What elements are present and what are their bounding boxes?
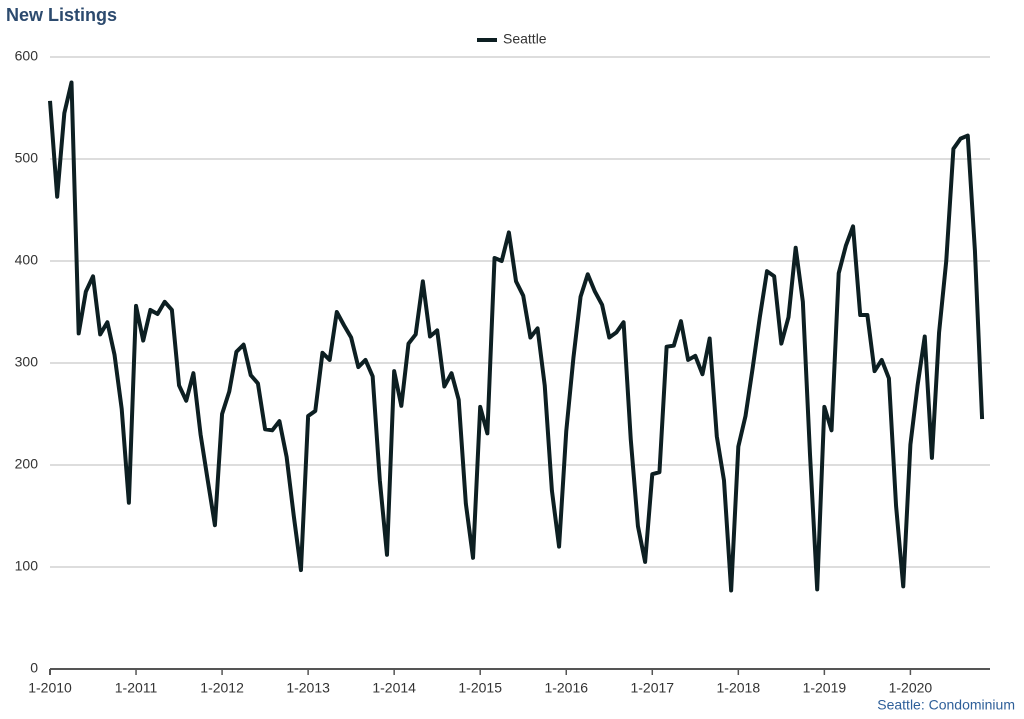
y-tick-label: 100 — [15, 558, 39, 574]
x-tick-label: 1-2012 — [200, 680, 244, 696]
y-tick-label: 0 — [30, 660, 38, 676]
y-tick-label: 300 — [15, 354, 39, 370]
series-line — [48, 80, 985, 593]
x-tick-label: 1-2014 — [372, 680, 416, 696]
x-tick-label: 1-2011 — [115, 680, 158, 696]
x-tick-label: 1-2019 — [803, 680, 847, 696]
y-tick-label: 600 — [15, 48, 39, 64]
x-tick-label: 1-2015 — [458, 680, 502, 696]
chart-title: New Listings — [6, 5, 117, 25]
y-tick-label: 400 — [15, 252, 39, 268]
x-tick-label: 1-2020 — [889, 680, 933, 696]
x-tick-label: 1-2017 — [630, 680, 674, 696]
x-tick-label: 1-2013 — [286, 680, 330, 696]
x-tick-label: 1-2018 — [717, 680, 761, 696]
legend-label: Seattle — [503, 31, 547, 47]
x-tick-label: 1-2016 — [544, 680, 588, 696]
y-tick-label: 200 — [15, 456, 39, 472]
footer: Seattle: Condominium — [877, 697, 1015, 713]
x-tick-label: 1-2010 — [28, 680, 72, 696]
y-tick-label: 500 — [15, 150, 39, 166]
